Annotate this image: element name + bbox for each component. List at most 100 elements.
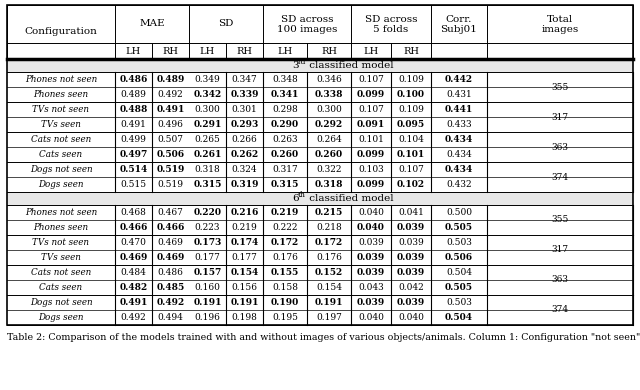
Text: Table 2: Comparison of the models trained with and without images of various obj: Table 2: Comparison of the models traine… bbox=[7, 333, 640, 342]
Text: 0.195: 0.195 bbox=[272, 313, 298, 322]
Text: 355: 355 bbox=[551, 216, 569, 225]
Text: RH: RH bbox=[237, 46, 253, 55]
Text: 6: 6 bbox=[292, 194, 299, 203]
Text: 0.318: 0.318 bbox=[195, 165, 220, 174]
Text: 0.492: 0.492 bbox=[120, 313, 147, 322]
Text: 0.264: 0.264 bbox=[316, 135, 342, 144]
Text: 0.514: 0.514 bbox=[120, 165, 148, 174]
Text: 0.293: 0.293 bbox=[230, 120, 259, 129]
Text: 0.198: 0.198 bbox=[232, 313, 257, 322]
Text: 0.491: 0.491 bbox=[156, 105, 185, 114]
Text: 0.341: 0.341 bbox=[271, 90, 299, 99]
Text: 0.499: 0.499 bbox=[120, 135, 147, 144]
Text: Dogs not seen: Dogs not seen bbox=[29, 165, 92, 174]
Bar bbox=[7, 59, 633, 72]
Text: 0.432: 0.432 bbox=[446, 180, 472, 189]
Text: 0.261: 0.261 bbox=[193, 150, 221, 159]
Text: 0.494: 0.494 bbox=[157, 313, 184, 322]
Text: 0.291: 0.291 bbox=[193, 120, 221, 129]
Text: 0.506: 0.506 bbox=[445, 253, 473, 262]
Text: 0.107: 0.107 bbox=[358, 105, 384, 114]
Text: 0.039: 0.039 bbox=[357, 298, 385, 307]
Text: 0.503: 0.503 bbox=[446, 238, 472, 247]
Text: 0.485: 0.485 bbox=[156, 283, 184, 292]
Text: classified model: classified model bbox=[305, 194, 393, 203]
Text: 0.491: 0.491 bbox=[119, 298, 148, 307]
Text: 0.099: 0.099 bbox=[357, 90, 385, 99]
Text: 0.507: 0.507 bbox=[157, 135, 184, 144]
Text: 0.218: 0.218 bbox=[316, 223, 342, 232]
Text: Total: Total bbox=[547, 14, 573, 23]
Text: 0.040: 0.040 bbox=[398, 313, 424, 322]
Text: 0.220: 0.220 bbox=[193, 208, 221, 217]
Text: 0.219: 0.219 bbox=[271, 208, 299, 217]
Text: 0.489: 0.489 bbox=[120, 90, 147, 99]
Text: 0.039: 0.039 bbox=[358, 238, 384, 247]
Text: 0.489: 0.489 bbox=[156, 75, 185, 84]
Text: 0.434: 0.434 bbox=[445, 135, 473, 144]
Text: 0.347: 0.347 bbox=[232, 75, 257, 84]
Text: 0.040: 0.040 bbox=[357, 223, 385, 232]
Text: 0.039: 0.039 bbox=[397, 268, 425, 277]
Text: Dogs seen: Dogs seen bbox=[38, 313, 84, 322]
Text: 0.497: 0.497 bbox=[120, 150, 148, 159]
Text: 0.505: 0.505 bbox=[445, 283, 473, 292]
Text: 0.157: 0.157 bbox=[193, 268, 221, 277]
Text: 100 images: 100 images bbox=[277, 25, 337, 34]
Text: 0.154: 0.154 bbox=[316, 283, 342, 292]
Text: 0.300: 0.300 bbox=[316, 105, 342, 114]
Text: 0.500: 0.500 bbox=[446, 208, 472, 217]
Text: 0.099: 0.099 bbox=[357, 180, 385, 189]
Text: 0.039: 0.039 bbox=[397, 253, 425, 262]
Text: 0.441: 0.441 bbox=[445, 105, 473, 114]
Text: 0.107: 0.107 bbox=[398, 165, 424, 174]
Text: 0.469: 0.469 bbox=[156, 253, 185, 262]
Text: 0.338: 0.338 bbox=[315, 90, 343, 99]
Text: 0.197: 0.197 bbox=[316, 313, 342, 322]
Text: 0.190: 0.190 bbox=[271, 298, 299, 307]
Text: Phones seen: Phones seen bbox=[33, 90, 88, 99]
Text: 0.315: 0.315 bbox=[193, 180, 221, 189]
Text: Phones not seen: Phones not seen bbox=[25, 208, 97, 217]
Text: 0.039: 0.039 bbox=[398, 238, 424, 247]
Text: 0.107: 0.107 bbox=[358, 75, 384, 84]
Text: 0.504: 0.504 bbox=[446, 268, 472, 277]
Text: 0.467: 0.467 bbox=[157, 208, 184, 217]
Text: 5 folds: 5 folds bbox=[373, 25, 408, 34]
Text: 0.039: 0.039 bbox=[357, 253, 385, 262]
Text: SD across: SD across bbox=[281, 14, 333, 23]
Text: 0.222: 0.222 bbox=[272, 223, 298, 232]
Text: 0.152: 0.152 bbox=[315, 268, 343, 277]
Text: Subj01: Subj01 bbox=[440, 25, 477, 34]
Text: 0.515: 0.515 bbox=[120, 180, 147, 189]
Text: 317: 317 bbox=[552, 245, 568, 255]
Text: 0.266: 0.266 bbox=[232, 135, 257, 144]
Text: 363: 363 bbox=[552, 275, 568, 284]
Text: 0.466: 0.466 bbox=[156, 223, 185, 232]
Text: 0.260: 0.260 bbox=[271, 150, 299, 159]
Text: 0.260: 0.260 bbox=[315, 150, 343, 159]
Text: 317: 317 bbox=[552, 112, 568, 122]
Text: 0.039: 0.039 bbox=[357, 268, 385, 277]
Text: 0.301: 0.301 bbox=[232, 105, 257, 114]
Text: 0.043: 0.043 bbox=[358, 283, 384, 292]
Text: 0.039: 0.039 bbox=[397, 223, 425, 232]
Text: 0.491: 0.491 bbox=[120, 120, 147, 129]
Text: 0.155: 0.155 bbox=[271, 268, 299, 277]
Text: 0.317: 0.317 bbox=[272, 165, 298, 174]
Text: 0.319: 0.319 bbox=[230, 180, 259, 189]
Text: 0.156: 0.156 bbox=[232, 283, 257, 292]
Text: 0.109: 0.109 bbox=[398, 75, 424, 84]
Text: classified model: classified model bbox=[305, 61, 393, 70]
Text: 0.109: 0.109 bbox=[398, 105, 424, 114]
Text: 0.174: 0.174 bbox=[230, 238, 259, 247]
Text: images: images bbox=[541, 25, 579, 34]
Text: SD across: SD across bbox=[365, 14, 417, 23]
Text: Dogs not seen: Dogs not seen bbox=[29, 298, 92, 307]
Text: 0.519: 0.519 bbox=[156, 165, 185, 174]
Text: 0.488: 0.488 bbox=[119, 105, 148, 114]
Text: Cats seen: Cats seen bbox=[40, 150, 83, 159]
Text: 0.172: 0.172 bbox=[271, 238, 299, 247]
Text: 0.104: 0.104 bbox=[398, 135, 424, 144]
Text: 0.492: 0.492 bbox=[157, 90, 184, 99]
